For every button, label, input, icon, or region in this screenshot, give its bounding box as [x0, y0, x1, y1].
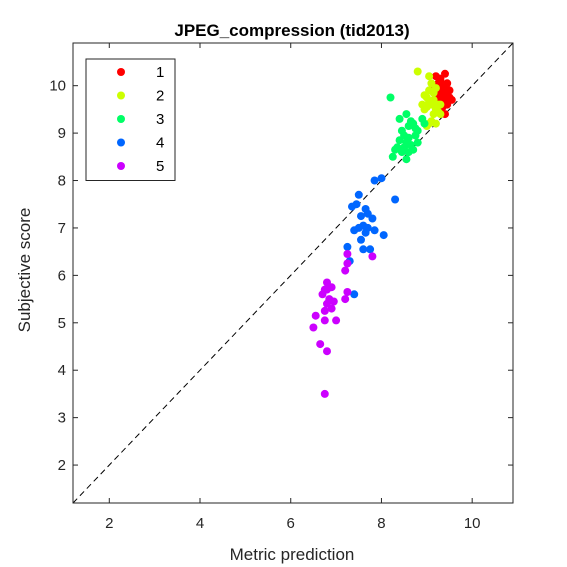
data-point — [332, 316, 341, 325]
data-point — [368, 214, 377, 223]
y-tick-label: 10 — [49, 78, 66, 95]
data-point — [402, 155, 411, 164]
data-point — [357, 212, 365, 221]
data-point — [441, 91, 449, 100]
legend-box — [85, 58, 176, 181]
data-points — [309, 67, 456, 398]
x-tick-label: 4 — [196, 515, 204, 532]
x-tick-label: 2 — [105, 515, 113, 532]
data-point — [354, 190, 363, 199]
data-point — [329, 297, 338, 306]
y-tick-label: 8 — [58, 173, 66, 190]
x-axis-label: Metric prediction — [230, 545, 355, 564]
data-point — [393, 143, 402, 152]
data-point — [368, 252, 377, 261]
data-point — [420, 119, 429, 128]
legend-label: 2 — [156, 88, 164, 105]
data-point — [436, 74, 445, 83]
data-point — [388, 152, 397, 161]
data-point — [425, 86, 434, 95]
data-point — [395, 136, 404, 145]
data-point — [316, 340, 325, 349]
data-point — [443, 79, 452, 88]
data-point — [391, 195, 400, 204]
y-tick-label: 9 — [58, 125, 66, 142]
y-tick-label: 3 — [58, 410, 66, 427]
data-point — [377, 174, 386, 183]
reference-line — [72, 42, 514, 504]
legend-marker — [117, 138, 125, 147]
data-point — [370, 226, 379, 235]
data-point — [341, 266, 350, 275]
legend-label: 4 — [156, 135, 164, 152]
legend-label: 5 — [156, 158, 164, 175]
legend-marker — [117, 115, 125, 123]
y-tick-label: 2 — [58, 457, 66, 474]
data-point — [323, 285, 331, 294]
series-4 — [343, 174, 400, 299]
series-3 — [386, 93, 429, 164]
data-point — [370, 176, 379, 185]
x-tick-label: 6 — [287, 515, 295, 532]
axes: 2 4 6 8 10 2 3 4 5 6 7 8 9 10 — [49, 42, 514, 532]
data-point — [348, 202, 356, 211]
data-point — [311, 311, 320, 320]
chart-title: JPEG_compression (tid2013) — [174, 21, 409, 40]
data-point — [341, 295, 350, 304]
data-point — [309, 323, 318, 332]
data-point — [359, 245, 368, 254]
x-tick-label: 8 — [377, 515, 385, 532]
data-point — [420, 105, 429, 114]
data-point — [320, 306, 329, 315]
data-point — [413, 67, 422, 76]
data-point — [436, 110, 445, 119]
data-point — [320, 389, 329, 398]
data-point — [386, 93, 395, 102]
data-point — [404, 122, 413, 130]
data-point — [323, 347, 331, 356]
data-point — [343, 259, 352, 268]
data-point — [409, 145, 418, 154]
data-point — [413, 138, 422, 147]
data-point — [402, 110, 411, 119]
data-point — [447, 95, 456, 104]
data-point — [350, 226, 359, 235]
data-point — [343, 288, 352, 296]
data-point — [343, 242, 352, 251]
data-point — [320, 316, 329, 325]
legend-label: 3 — [156, 111, 164, 128]
y-tick-label: 4 — [58, 362, 66, 379]
y-axis-label: Subjective score — [15, 208, 34, 333]
data-point — [343, 250, 352, 258]
legend-marker — [117, 91, 125, 100]
x-tick-label: 10 — [464, 515, 481, 532]
data-point — [379, 231, 388, 240]
y-tick-label: 5 — [58, 315, 66, 332]
data-point — [357, 235, 365, 244]
data-point — [395, 114, 404, 123]
legend-marker — [117, 68, 125, 76]
legend-label: 1 — [156, 64, 164, 81]
reference-line-group — [72, 42, 514, 504]
series-5 — [309, 250, 377, 398]
legend: 1 2 3 4 5 — [85, 58, 176, 181]
y-tick-label: 7 — [58, 220, 66, 237]
data-point — [327, 304, 336, 313]
legend-marker — [117, 162, 125, 170]
data-point — [361, 228, 370, 237]
data-point — [413, 126, 422, 135]
axes-box — [72, 42, 514, 504]
y-tick-label: 6 — [58, 267, 66, 284]
data-point — [431, 119, 440, 128]
data-point — [366, 245, 375, 254]
data-point — [350, 290, 359, 299]
data-point — [425, 72, 434, 81]
data-point — [436, 100, 445, 109]
